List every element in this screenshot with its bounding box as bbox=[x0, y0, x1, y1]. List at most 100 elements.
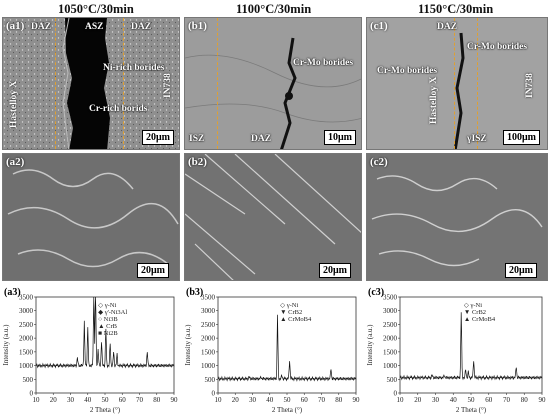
legend-entry: ◇ γ-Ni bbox=[98, 302, 116, 309]
daz-label-b1: DAZ bbox=[251, 134, 272, 144]
x-tick-label: 30 bbox=[67, 396, 75, 404]
cr-mo-borides-label-c1-top: Cr-Mo borides bbox=[467, 42, 528, 52]
series-line bbox=[399, 312, 543, 381]
y-tick-label: 2000 bbox=[201, 335, 216, 343]
legend-entry: ▲ CrMoB4 bbox=[280, 316, 312, 323]
panel-label-b2: (b2) bbox=[188, 156, 207, 168]
b2-fractograph bbox=[185, 154, 361, 280]
y-tick-label: 1500 bbox=[383, 348, 398, 356]
y-tick-label: 500 bbox=[205, 376, 216, 384]
isz-label: ISZ bbox=[189, 134, 205, 144]
x-tick-label: 80 bbox=[335, 396, 343, 404]
x-tick-label: 70 bbox=[136, 396, 144, 404]
x-tick-label: 80 bbox=[521, 396, 529, 404]
panel-a2: (a2) 20μm bbox=[2, 153, 180, 281]
cr-mo-borides-label-c1-left: Cr-Mo borides bbox=[377, 66, 438, 76]
x-tick-label: 90 bbox=[539, 396, 547, 404]
x-tick-label: 50 bbox=[468, 396, 476, 404]
a2-fractograph bbox=[3, 154, 179, 280]
legend-entry: ▲ CrB bbox=[98, 323, 118, 330]
panel-label-a1: (a1) bbox=[6, 20, 25, 32]
y-tick-label: 500 bbox=[387, 376, 398, 384]
legend-entry: ▼ CrB2 bbox=[280, 309, 302, 316]
y-tick-label: 2000 bbox=[383, 335, 398, 343]
in738-label-c1: IN738 bbox=[525, 73, 535, 98]
panel-c2: (c2) 20μm bbox=[366, 153, 548, 281]
x-axis-label: 2 Theta (°) bbox=[90, 406, 121, 414]
xrd-chart-a3: (a3) 10 20 30 40 50 60 70 80 90 0 500 1000 1500 2000 25… bbox=[2, 285, 180, 415]
scale-bar-a2: 20μm bbox=[137, 263, 169, 278]
panel-label: (b3) bbox=[186, 287, 203, 298]
x-tick-label: 40 bbox=[450, 396, 458, 404]
panel-label: (c3) bbox=[368, 287, 384, 298]
x-tick-label: 10 bbox=[397, 396, 405, 404]
header-1100: 1100°C/30min bbox=[236, 2, 312, 16]
daz-label-c1: DAZ bbox=[437, 22, 458, 32]
y-tick-label: 3500 bbox=[201, 294, 216, 302]
y-tick-label: 500 bbox=[23, 376, 34, 384]
y-tick-label: 1000 bbox=[19, 362, 34, 370]
cr-mo-borides-label-b1: Cr-Mo borides bbox=[293, 58, 354, 68]
xrd-chart-c3: (c3) 10 20 30 40 50 60 70 80 90 0 500 1000 1500 2000 25… bbox=[366, 285, 548, 415]
hastelloy-label-c1: Hastelloy X bbox=[429, 76, 439, 124]
series-line bbox=[217, 314, 357, 382]
y-tick-label: 2500 bbox=[383, 321, 398, 329]
x-tick-label: 10 bbox=[33, 396, 41, 404]
legend-entry: ■ Ni2B bbox=[98, 330, 118, 337]
daz-left-label: DAZ bbox=[31, 22, 52, 32]
gamma-isz-label: γISZ bbox=[467, 134, 487, 144]
daz-right-label: DAZ bbox=[131, 22, 152, 32]
y-tick-label: 2000 bbox=[19, 335, 34, 343]
x-tick-label: 10 bbox=[215, 396, 223, 404]
panel-b1: (b1) Cr-Mo borides ISZ DAZ 10μm bbox=[184, 17, 362, 150]
a1-micrograph bbox=[3, 18, 179, 149]
panel-b2: (b2) 20μm bbox=[184, 153, 362, 281]
x-tick-label: 50 bbox=[102, 396, 110, 404]
x-tick-label: 20 bbox=[232, 396, 240, 404]
y-tick-label: 1000 bbox=[383, 362, 398, 370]
c1-micrograph bbox=[367, 18, 547, 149]
x-tick-label: 30 bbox=[432, 396, 440, 404]
legend-entry: ◆ γ'-Ni3Al bbox=[98, 309, 127, 316]
y-tick-label: 3000 bbox=[19, 307, 34, 315]
x-tick-label: 40 bbox=[84, 396, 92, 404]
x-tick-label: 60 bbox=[485, 396, 493, 404]
x-tick-label: 70 bbox=[503, 396, 511, 404]
panel-label-a2: (a2) bbox=[6, 156, 25, 168]
y-tick-label: 0 bbox=[394, 390, 398, 398]
xrd-chart-b3: (b3) 10 20 30 40 50 60 70 80 90 0 500 1000 1500 2000 25… bbox=[184, 285, 362, 415]
y-tick-label: 1500 bbox=[201, 348, 216, 356]
x-tick-label: 40 bbox=[266, 396, 274, 404]
x-tick-label: 80 bbox=[153, 396, 161, 404]
x-tick-label: 30 bbox=[249, 396, 257, 404]
y-tick-label: 3000 bbox=[201, 307, 216, 315]
legend-entry: ◇ γ-Ni bbox=[280, 302, 298, 309]
y-tick-label: 0 bbox=[30, 390, 34, 398]
series-line bbox=[35, 296, 175, 369]
panel-a1: (a1) DAZ ASZ DAZ Hastelloy X IN738 Ni-ri… bbox=[2, 17, 180, 150]
panel-label-b1: (b1) bbox=[188, 20, 207, 32]
y-axis-label: Intensity (a.u.) bbox=[184, 324, 192, 366]
y-tick-label: 2500 bbox=[201, 321, 216, 329]
scale-bar-b1: 10μm bbox=[324, 130, 356, 145]
x-axis-label: 2 Theta (°) bbox=[456, 406, 487, 414]
panel-c1: (c1) DAZ Cr-Mo borides Cr-Mo borides Has… bbox=[366, 17, 548, 150]
x-tick-label: 50 bbox=[284, 396, 292, 404]
c2-fractograph bbox=[367, 154, 547, 280]
scale-bar-c1: 100μm bbox=[503, 130, 540, 145]
x-tick-label: 90 bbox=[353, 396, 361, 404]
cr-rich-borides-label: Cr-rich borids bbox=[89, 104, 148, 114]
scale-bar-c2: 20μm bbox=[505, 263, 537, 278]
panel-label-c1: (c1) bbox=[370, 20, 388, 32]
y-tick-label: 3500 bbox=[383, 294, 398, 302]
x-tick-label: 70 bbox=[318, 396, 326, 404]
header-1050: 1050°C/30min bbox=[58, 2, 134, 16]
x-tick-label: 20 bbox=[50, 396, 58, 404]
in738-label-a1: IN738 bbox=[163, 73, 173, 98]
ni-rich-borides-label: Ni-rich borides bbox=[103, 63, 165, 73]
y-tick-label: 0 bbox=[212, 390, 216, 398]
x-tick-label: 60 bbox=[301, 396, 309, 404]
x-tick-label: 60 bbox=[119, 396, 127, 404]
y-tick-label: 2500 bbox=[19, 321, 34, 329]
y-tick-label: 3500 bbox=[19, 294, 34, 302]
